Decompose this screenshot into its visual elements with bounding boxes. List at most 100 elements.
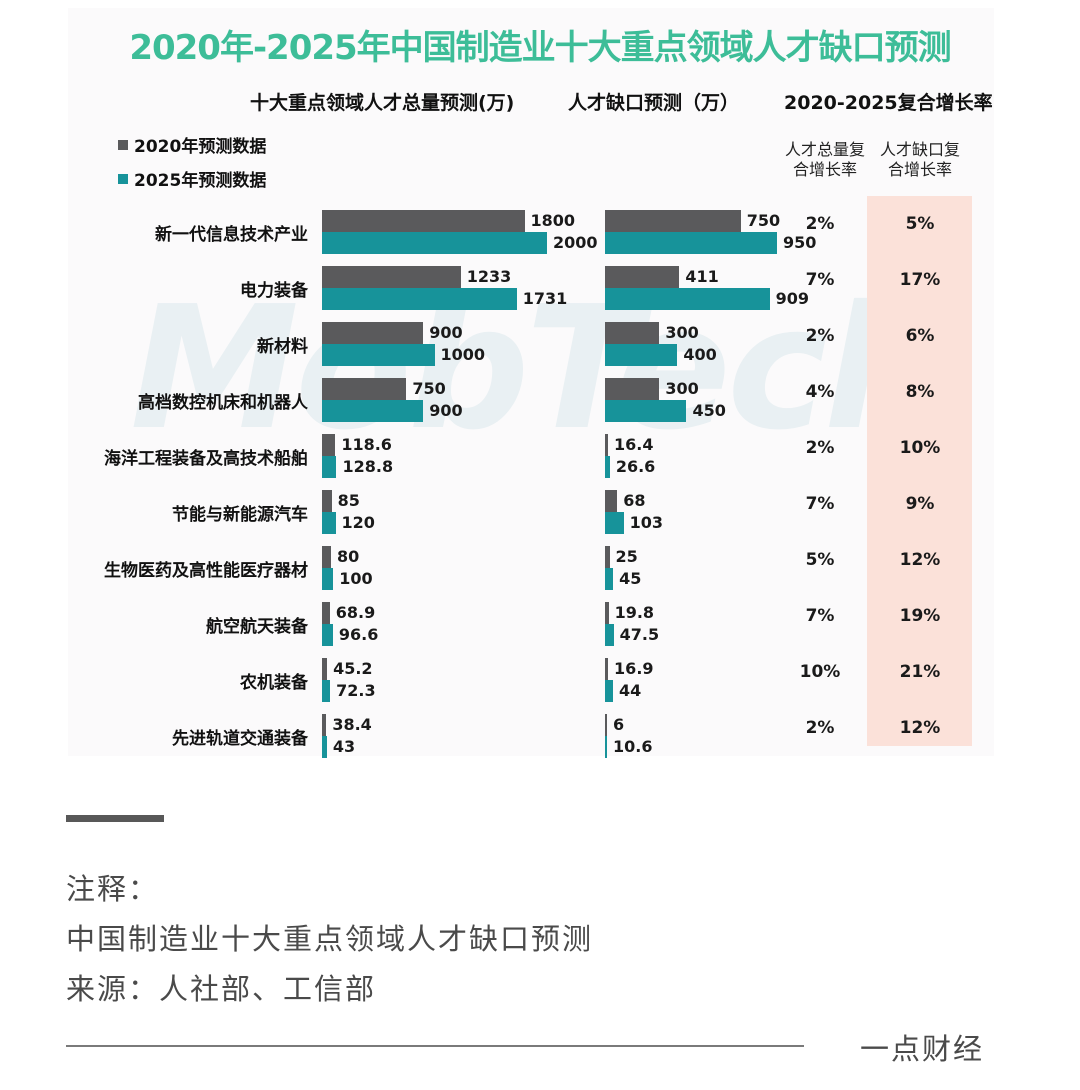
legend-2025: 2025年预测数据 (118, 166, 266, 191)
bar-total-2025 (322, 400, 424, 422)
bar-total-2020 (322, 602, 330, 624)
value-total-2020: 750 (412, 379, 446, 398)
value-gap-2025: 26.6 (615, 457, 656, 476)
value-total-2025: 43 (332, 737, 356, 756)
header-gap: 人才缺口预测（万） (568, 92, 740, 114)
chart-row: 节能与新能源汽车 85 120 68 103 7% 9% (0, 488, 1080, 538)
bar-total-2025 (322, 456, 337, 478)
cagr-gap-value: 12% (899, 718, 941, 738)
subheader-total-cagr-line1: 人才总量复 (784, 140, 865, 159)
category-label: 农机装备 (240, 673, 308, 693)
legend-swatch-2025-icon (118, 173, 128, 184)
legend-label-2020: 2020年预测数据 (134, 137, 267, 157)
cagr-total-value: 2% (805, 718, 835, 738)
category-label: 航空航天装备 (206, 617, 308, 637)
header-cagr: 2020-2025复合增长率 (784, 92, 993, 114)
cagr-gap-value: 8% (905, 382, 935, 402)
brand-signature: 一点财经 (860, 1032, 985, 1066)
chart-row: 航空航天装备 68.9 96.6 19.8 47.5 7% 19% (0, 600, 1080, 650)
value-gap-2025: 950 (783, 233, 817, 252)
bar-total-2020 (322, 322, 424, 344)
bar-total-2025 (322, 344, 435, 366)
chart-panel (68, 8, 994, 756)
note-line1: 中国制造业十大重点领域人才缺口预测 (66, 922, 594, 956)
value-total-2025: 1000 (440, 345, 486, 364)
value-gap-2020: 25 (615, 547, 638, 566)
value-total-2025: 128.8 (342, 457, 394, 476)
value-total-2020: 45.2 (333, 659, 373, 678)
bar-gap-2025 (605, 232, 777, 254)
value-total-2025: 2000 (553, 233, 598, 252)
value-gap-2020: 750 (746, 211, 781, 230)
value-gap-2025: 909 (775, 289, 809, 308)
chart-row: 海洋工程装备及高技术船舶 118.6 128.8 16.4 26.6 2% 10% (0, 432, 1080, 482)
legend-2020: 2020年预测数据 (118, 132, 266, 157)
bar-gap-2020 (605, 490, 618, 512)
bar-total-2025 (322, 512, 336, 534)
chart-row: 高档数控机床和机器人 750 900 300 450 4% 8% (0, 376, 1080, 426)
value-gap-2025: 103 (629, 513, 664, 532)
category-label: 新材料 (257, 337, 308, 357)
value-gap-2025: 450 (692, 401, 726, 420)
subheader-gap-cagr-line2: 合增长率 (887, 160, 952, 179)
bar-gap-2020 (605, 658, 609, 680)
value-gap-2020: 16.4 (613, 435, 654, 454)
bar-gap-2025 (605, 456, 610, 478)
bar-gap-2020 (605, 434, 608, 456)
bar-total-2020 (322, 266, 461, 288)
cagr-gap-value: 9% (905, 494, 935, 514)
cagr-total-value: 10% (799, 662, 841, 682)
value-total-2020: 900 (429, 323, 463, 342)
bar-gap-2020 (605, 266, 680, 288)
category-label: 先进轨道交通装备 (172, 729, 308, 749)
value-gap-2025: 47.5 (619, 625, 660, 644)
chart-title: 2020年-2025年中国制造业十大重点领域人才缺口预测 (129, 28, 951, 68)
cagr-gap-value: 6% (905, 326, 935, 346)
value-gap-2020: 411 (685, 267, 719, 286)
bar-total-2020 (322, 490, 332, 512)
bar-total-2025 (322, 624, 333, 646)
value-total-2025: 120 (341, 513, 375, 532)
value-gap-2020: 16.9 (614, 659, 654, 678)
note-heading: 注释： (66, 872, 160, 906)
bar-total-2025 (322, 568, 334, 590)
cagr-total-value: 2% (805, 326, 835, 346)
value-gap-2025: 400 (683, 345, 717, 364)
bar-gap-2020 (605, 378, 660, 400)
cagr-total-value: 7% (805, 270, 835, 290)
bar-gap-2025 (605, 736, 607, 758)
bar-gap-2025 (605, 400, 687, 422)
value-gap-2020: 6 (613, 715, 625, 734)
value-gap-2025: 45 (619, 569, 642, 588)
cagr-total-value: 2% (805, 438, 835, 458)
value-total-2020: 80 (337, 547, 360, 566)
subheader-total-cagr-line2: 合增长率 (792, 160, 857, 179)
bar-total-2020 (322, 714, 327, 736)
bar-total-2020 (322, 378, 407, 400)
bar-gap-2025 (605, 344, 678, 366)
category-label: 高档数控机床和机器人 (138, 393, 308, 413)
gap-cagr-highlight-column (867, 196, 972, 746)
category-label: 电力装备 (240, 281, 308, 301)
cagr-total-value: 7% (805, 494, 835, 514)
value-gap-2020: 68 (623, 491, 646, 510)
bar-gap-2025 (605, 512, 624, 534)
value-total-2020: 1233 (466, 267, 512, 286)
note-line2: 来源：人社部、工信部 (66, 972, 377, 1006)
bar-gap-2020 (605, 546, 610, 568)
value-gap-2020: 300 (665, 323, 699, 342)
cagr-gap-value: 5% (905, 214, 935, 234)
divider-short (66, 815, 164, 822)
bar-total-2025 (322, 232, 547, 254)
subheader-gap-cagr: 人才缺口复 合增长率 (870, 140, 970, 180)
bar-gap-2020 (605, 602, 609, 624)
bar-gap-2025 (605, 288, 770, 310)
bar-gap-2020 (605, 322, 660, 344)
value-gap-2020: 19.8 (614, 603, 655, 622)
subheader-gap-cagr-line1: 人才缺口复 (879, 140, 960, 159)
value-gap-2020: 300 (665, 379, 699, 398)
value-gap-2025: 10.6 (613, 737, 653, 756)
cagr-gap-value: 12% (899, 550, 941, 570)
cagr-total-value: 4% (805, 382, 835, 402)
bar-gap-2025 (605, 680, 613, 702)
